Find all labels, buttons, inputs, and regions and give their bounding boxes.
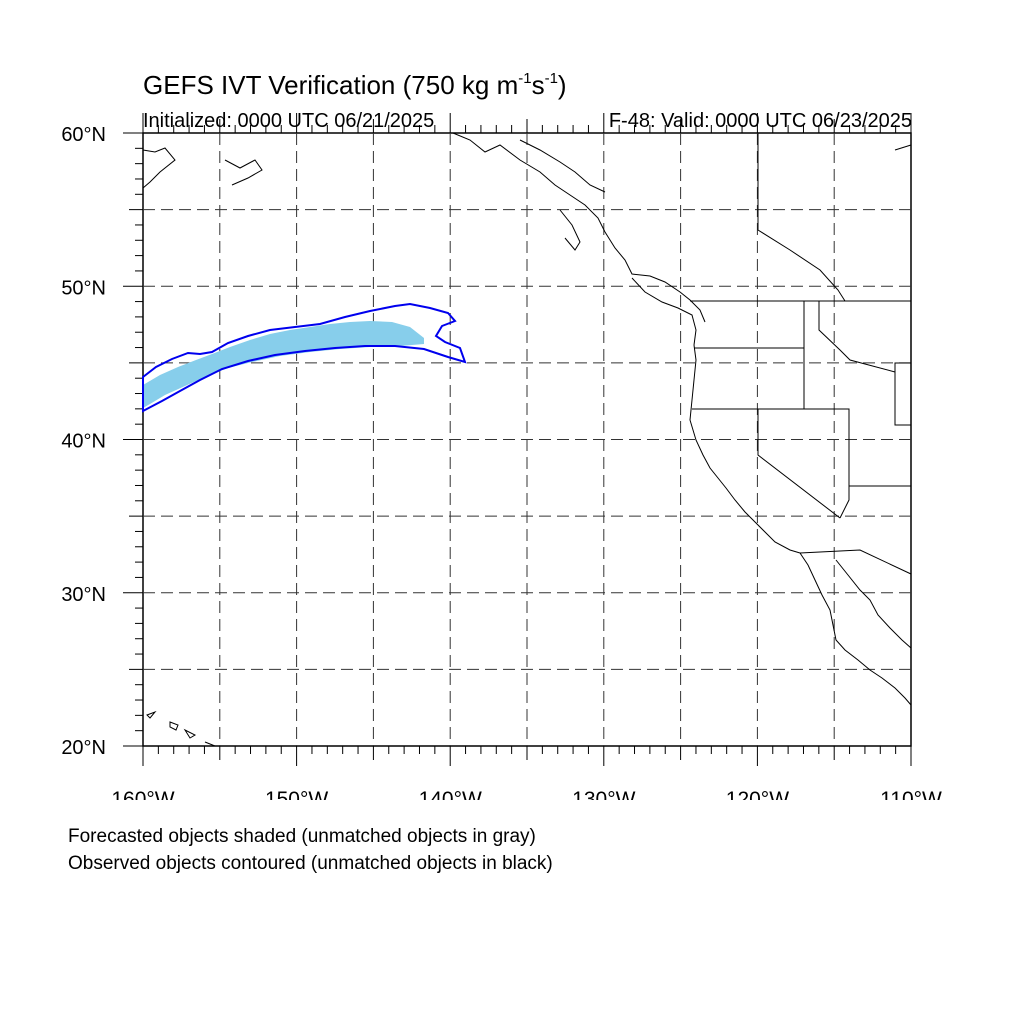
latitude-label: 40°N [61,431,106,453]
grid-lines [143,133,911,746]
forecast-ivt-object [143,321,424,408]
initialized-label: Initialized: 0000 UTC 06/21/2025 [143,110,435,132]
forecast-legend-note: Forecasted objects shaded (unmatched obj… [68,826,536,847]
longitude-label: 120°W [726,788,789,800]
latitude-labels: 20°N 30°N 40°N 50°N 60°N [61,124,106,759]
latitude-label: 20°N [61,737,106,759]
axis-ticks [123,113,912,766]
valid-time-label: F-48: Valid: 0000 UTC 06/23/2025 [608,110,912,132]
latitude-label: 50°N [61,277,106,299]
latitude-label: 60°N [61,124,106,146]
chart-title: GEFS IVT Verification (750 kg m-1s-1) [143,70,567,100]
longitude-label: 130°W [572,788,635,800]
longitude-label: 110°W [880,788,942,800]
observed-legend-note: Observed objects contoured (unmatched ob… [68,853,553,874]
state-borders [690,133,912,575]
longitude-label: 140°W [419,788,482,800]
longitude-label: 150°W [265,788,328,800]
longitude-label: 160°W [111,788,174,800]
observed-ivt-contour [142,302,467,413]
map-plot: 20°N 30°N 40°N 50°N 60°N 160°W 150°W 140°W 130°… [61,113,942,800]
longitude-labels: 160°W 150°W 140°W 130°W 120°W 110°W [111,788,942,800]
latitude-label: 30°N [61,584,106,606]
coastline [142,132,912,747]
